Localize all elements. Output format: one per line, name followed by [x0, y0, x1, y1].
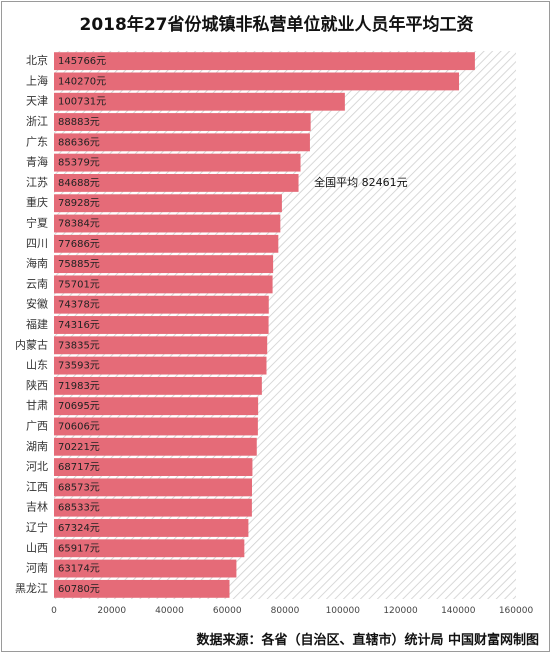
- category-label: 云南: [26, 277, 48, 290]
- x-tick-label: 120000: [383, 606, 418, 616]
- category-label: 重庆: [26, 195, 48, 209]
- bar: [54, 559, 237, 578]
- bar: [54, 214, 281, 233]
- category-label: 海南: [26, 256, 48, 270]
- value-label: 60780元: [58, 584, 100, 595]
- value-label: 73593元: [58, 361, 100, 372]
- category-label: 天津: [26, 95, 48, 108]
- category-label: 浙江: [26, 115, 48, 128]
- category-label: 青海: [26, 155, 48, 169]
- value-label: 71983元: [58, 381, 100, 392]
- bar: [54, 519, 249, 537]
- bar: [54, 173, 299, 192]
- category-label: 广东: [26, 135, 48, 148]
- category-label: 江苏: [26, 176, 48, 189]
- value-label: 68717元: [58, 462, 100, 473]
- bar: [54, 437, 257, 456]
- category-label: 山东: [26, 359, 48, 372]
- value-label: 78928元: [58, 198, 100, 209]
- bar: [54, 295, 269, 314]
- category-label: 河北: [26, 460, 48, 473]
- bar: [54, 113, 311, 131]
- value-label: 88883元: [58, 117, 100, 128]
- x-tick-label: 140000: [441, 606, 476, 616]
- bar: [54, 356, 267, 375]
- bar: [54, 275, 273, 294]
- bar: [54, 579, 230, 598]
- value-label: 75701元: [58, 279, 100, 290]
- bar: [54, 539, 245, 558]
- x-tick-label: 20000: [97, 606, 126, 616]
- bar: [54, 92, 345, 111]
- category-label: 上海: [26, 73, 48, 87]
- value-label: 88636元: [58, 137, 100, 148]
- value-label: 68533元: [58, 503, 100, 514]
- bar: [54, 194, 282, 213]
- value-label: 73835元: [58, 340, 100, 351]
- category-label: 湖南: [26, 440, 48, 453]
- average-annotation: 全国平均 82461元: [314, 175, 408, 189]
- bar: [54, 133, 310, 152]
- bar: [54, 417, 258, 436]
- x-tick-label: 40000: [155, 606, 184, 616]
- category-label: 内蒙古: [15, 337, 48, 351]
- category-label: 甘肃: [26, 399, 48, 412]
- bar: [54, 458, 253, 477]
- value-label: 67324元: [58, 523, 100, 534]
- category-label: 黑龙江: [15, 582, 48, 595]
- bar: [54, 52, 475, 71]
- value-label: 74316元: [58, 320, 100, 331]
- value-label: 65917元: [58, 543, 100, 554]
- value-label: 75885元: [58, 259, 100, 270]
- value-label: 145766元: [58, 56, 106, 67]
- value-label: 70221元: [58, 442, 100, 453]
- value-label: 74378元: [58, 300, 100, 311]
- value-label: 78384元: [58, 219, 100, 230]
- value-label: 100731元: [58, 97, 106, 108]
- value-label: 70695元: [58, 401, 100, 412]
- category-label: 山西: [26, 541, 48, 554]
- x-tick-label: 0: [51, 606, 57, 616]
- category-label: 北京: [26, 53, 48, 67]
- x-tick-label: 80000: [271, 606, 300, 616]
- value-label: 84688元: [58, 178, 100, 189]
- bar: [54, 72, 460, 91]
- category-label: 四川: [26, 237, 48, 250]
- bar: [54, 255, 274, 274]
- chart-title: 2018年27省份城镇非私营单位就业人员年平均工资: [79, 15, 474, 35]
- category-label: 安徽: [26, 297, 48, 311]
- value-label: 77686元: [58, 239, 100, 250]
- category-label: 广西: [26, 419, 48, 432]
- value-label: 140270元: [58, 76, 106, 87]
- bar: [54, 153, 301, 172]
- category-label: 吉林: [26, 500, 48, 514]
- category-label: 辽宁: [26, 520, 48, 534]
- x-tick-label: 60000: [213, 606, 242, 616]
- x-tick-label: 160000: [499, 606, 534, 616]
- x-tick-label: 100000: [326, 606, 361, 616]
- bar: [54, 316, 269, 334]
- category-label: 福建: [26, 317, 48, 331]
- bar: [54, 478, 253, 497]
- bar: [54, 234, 279, 253]
- category-label: 河南: [26, 562, 48, 575]
- category-label: 陕西: [26, 378, 48, 392]
- bar: [54, 336, 268, 355]
- bar: [54, 397, 259, 416]
- category-label: 宁夏: [26, 216, 48, 230]
- value-label: 63174元: [58, 564, 100, 575]
- bar: [54, 376, 262, 395]
- bar: [54, 498, 252, 517]
- value-label: 68573元: [58, 482, 100, 493]
- data-source-note: 数据来源：各省（自治区、直辖市）统计局 中国财富网制图: [196, 633, 539, 648]
- value-label: 85379元: [58, 158, 100, 169]
- value-label: 70606元: [58, 421, 100, 432]
- category-label: 江西: [26, 480, 48, 493]
